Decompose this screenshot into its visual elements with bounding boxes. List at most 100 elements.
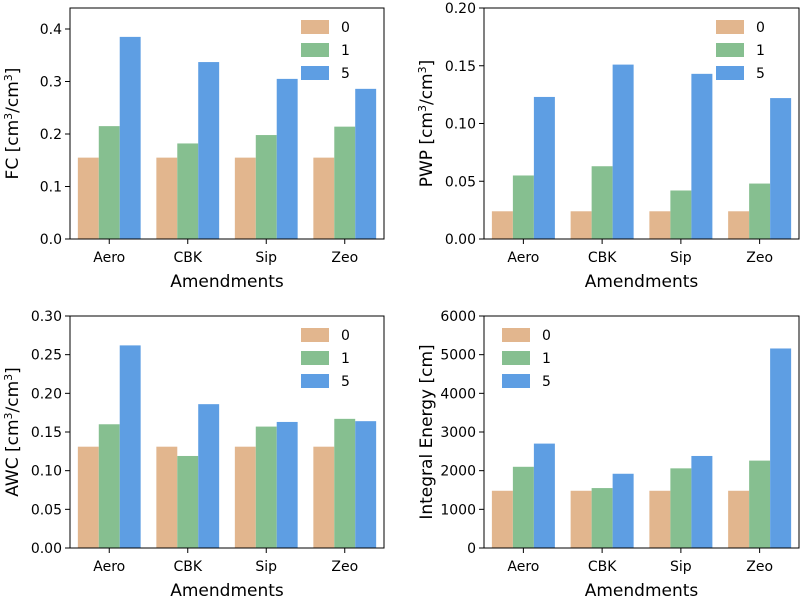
y-label-part: FC [cm <box>3 120 23 180</box>
y-label-part: ] <box>3 68 23 75</box>
x-tick-label: Sip <box>670 250 692 266</box>
bar-zeo-series-1 <box>749 183 771 239</box>
bar-aero-series-1 <box>98 424 120 548</box>
legend: 0 1 5 <box>301 20 350 82</box>
legend-label-0: 0 <box>341 20 350 36</box>
legend-swatch-0 <box>502 328 530 342</box>
x-tick-label: Zeo <box>746 559 773 575</box>
legend: 0 1 5 <box>716 20 765 82</box>
bar-cbk-series-1 <box>177 455 199 548</box>
legend-swatch-1 <box>716 43 744 57</box>
y-axis-label: PWP [cm3/cm3] <box>416 60 438 188</box>
legend-swatch-0 <box>301 20 329 34</box>
y-label-superscript: 3 <box>2 113 15 120</box>
legend-label-5: 5 <box>341 66 350 82</box>
legend-swatch-1 <box>301 43 329 57</box>
legend-label-0: 0 <box>756 20 765 36</box>
y-tick-label: 0.0 <box>40 232 62 248</box>
bar-sip-series-5 <box>276 421 298 548</box>
bar-sip-series-1 <box>670 190 692 239</box>
axes-frame <box>69 7 385 240</box>
y-tick-label: 0.25 <box>31 348 62 364</box>
bar-aero-series-1 <box>512 175 534 239</box>
bar-aero-series-0 <box>77 446 99 548</box>
bar-sip-series-0 <box>234 157 256 240</box>
bar-cbk-series-0 <box>156 446 178 548</box>
legend-label-5: 5 <box>756 66 765 82</box>
x-tick-label: Zeo <box>331 559 358 575</box>
y-tick-label: 0.20 <box>445 1 476 17</box>
subplot-3: 0.00 0.05 0.10 0.15 0.20 0.25 0.30 Aero CBK Sip Ze… <box>2 309 385 601</box>
legend-swatch-0 <box>301 328 329 342</box>
bar-cbk-series-1 <box>591 166 613 239</box>
y-tick-label: 0.1 <box>40 180 62 196</box>
y-tick-label: 0.10 <box>31 464 62 480</box>
y-tick-label: 0.2 <box>40 127 62 143</box>
y-label-part: ] <box>3 367 23 374</box>
y-tick-label: 5000 <box>440 348 476 364</box>
x-tick-label: Sip <box>670 559 692 575</box>
x-tick-label: CBK <box>588 559 617 575</box>
bar-zeo-series-0 <box>728 490 750 548</box>
y-tick-label: 0.30 <box>31 309 62 325</box>
bar-zeo-series-1 <box>334 418 356 548</box>
bar-aero-series-0 <box>77 157 99 240</box>
bar-sip-series-1 <box>670 468 692 548</box>
bar-sip-series-0 <box>649 490 671 548</box>
legend-label-5: 5 <box>341 374 350 390</box>
legend-label-1: 1 <box>341 351 350 367</box>
y-tick-label: 0.05 <box>31 502 62 518</box>
bar-cbk-series-5 <box>612 64 634 239</box>
x-tick-label: Sip <box>255 559 277 575</box>
y-axis-label: FC [cm3/cm3] <box>2 68 24 180</box>
bar-cbk-series-1 <box>591 488 613 548</box>
x-tick-label: Zeo <box>746 250 773 266</box>
y-label-superscript: 3 <box>416 66 429 73</box>
subplot-2: 0.00 0.05 0.10 0.15 0.20 Aero CBK Sip Zeo Amendme… <box>416 1 800 292</box>
legend-swatch-5 <box>301 374 329 388</box>
bar-zeo-series-5 <box>355 88 377 239</box>
legend-swatch-0 <box>716 20 744 34</box>
y-tick-label: 0.15 <box>445 59 476 75</box>
bar-aero-series-5 <box>533 96 555 239</box>
y-axis-label: Integral Energy [cm] <box>417 344 437 519</box>
x-axis-label: Amendments <box>170 581 284 599</box>
bar-sip-series-5 <box>691 455 713 548</box>
x-tick-label: CBK <box>173 559 202 575</box>
legend-label-0: 0 <box>542 328 551 344</box>
y-tick-label: 4000 <box>440 386 476 402</box>
legend-swatch-1 <box>301 351 329 365</box>
bar-cbk-series-1 <box>177 143 199 239</box>
y-label-part: ] <box>417 60 437 67</box>
y-tick-label: 0.05 <box>445 174 476 190</box>
bar-zeo-series-5 <box>770 348 792 548</box>
y-tick-label: 0.00 <box>445 232 476 248</box>
x-axis-label: Amendments <box>585 272 699 292</box>
x-axis-label: Amendments <box>170 272 284 292</box>
bar-aero-series-5 <box>533 443 555 548</box>
bar-zeo-series-1 <box>749 460 771 548</box>
y-tick-label: 0.15 <box>31 425 62 441</box>
legend-swatch-5 <box>301 66 329 80</box>
bar-aero-series-1 <box>98 126 120 240</box>
bar-zeo-series-1 <box>334 126 356 239</box>
legend-label-1: 1 <box>756 43 765 59</box>
y-tick-label: 6000 <box>440 309 476 325</box>
y-tick-label: 0.00 <box>31 541 62 557</box>
bar-aero-series-1 <box>512 466 534 548</box>
bar-sip-series-1 <box>255 135 277 239</box>
bar-sip-series-0 <box>234 446 256 548</box>
bar-zeo-series-0 <box>313 157 335 240</box>
bar-sip-series-0 <box>649 211 671 239</box>
x-tick-label: CBK <box>588 250 617 266</box>
bar-sip-series-5 <box>276 78 298 240</box>
bar-aero-series-0 <box>491 211 513 239</box>
legend-swatch-5 <box>502 374 530 388</box>
x-tick-label: Aero <box>507 250 539 266</box>
bar-zeo-series-5 <box>355 421 377 548</box>
x-tick-label: CBK <box>173 250 202 266</box>
bar-cbk-series-5 <box>612 473 634 548</box>
legend-label-5: 5 <box>542 374 551 390</box>
